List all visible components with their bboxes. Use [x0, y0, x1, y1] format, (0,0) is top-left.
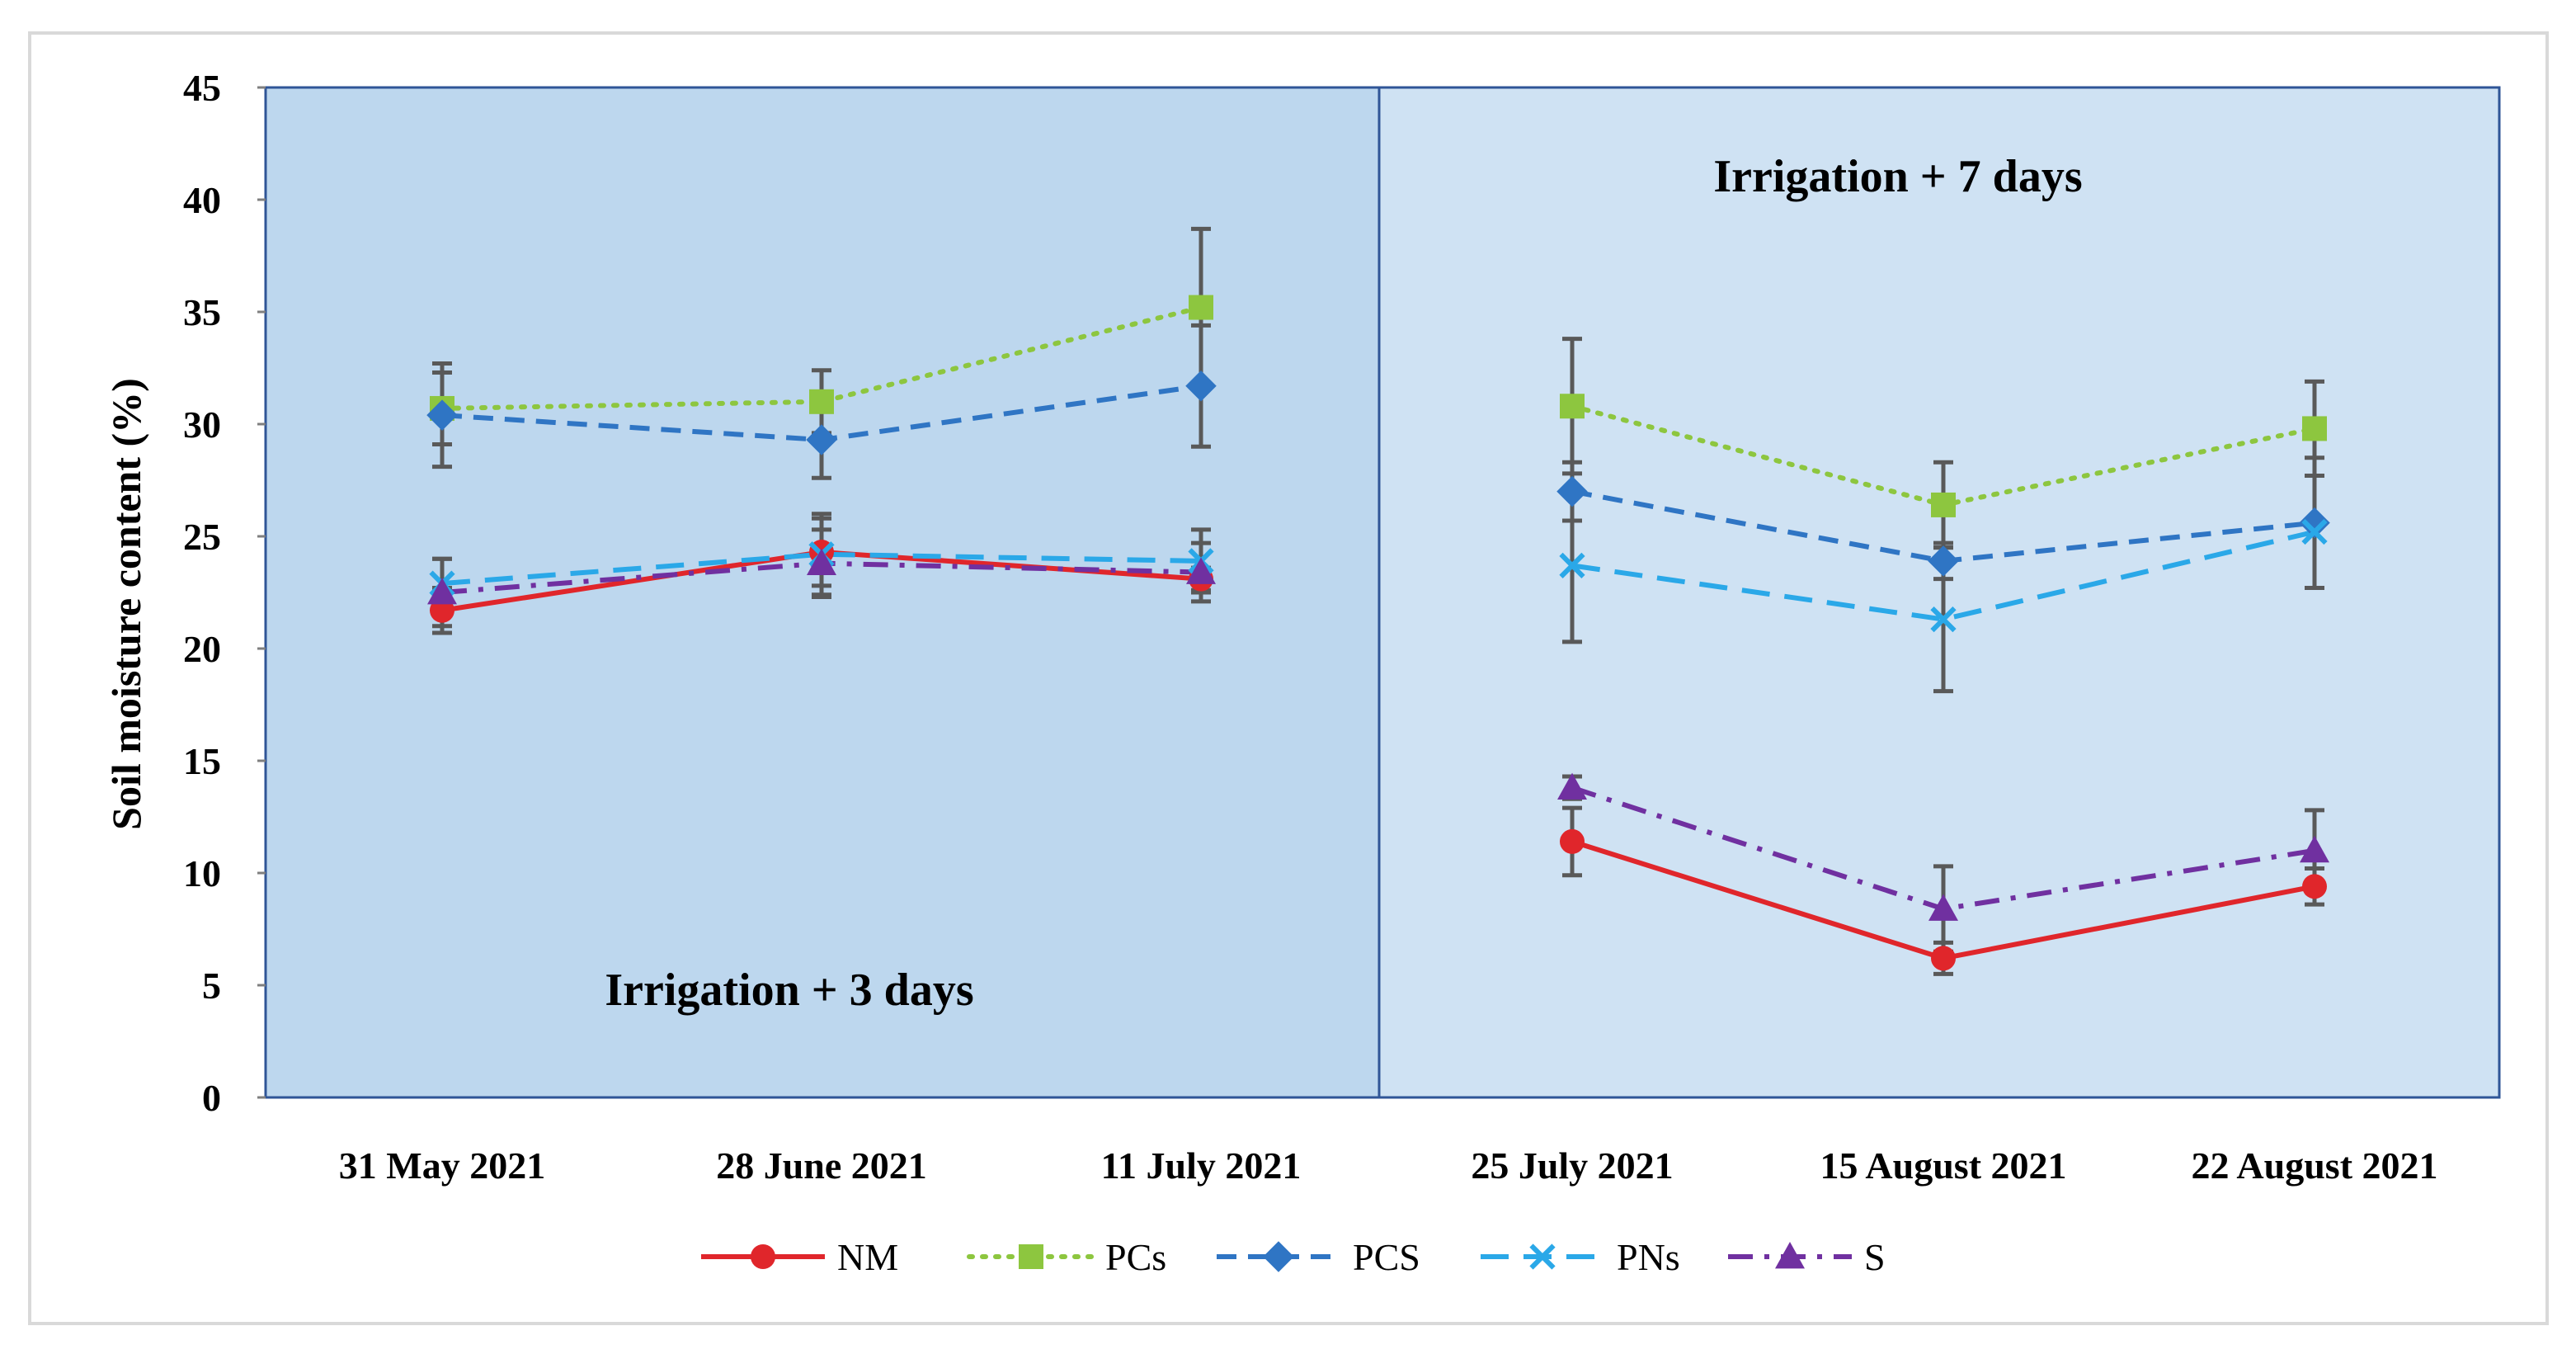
y-tick-label: 45 — [183, 67, 221, 109]
y-tick-label: 5 — [202, 965, 221, 1007]
data-point-pcs — [1185, 370, 1217, 402]
x-tick-label: 22 August 2021 — [2191, 1144, 2437, 1187]
y-tick-label: 0 — [202, 1077, 221, 1119]
panel-label-7-days: Irrigation + 7 days — [1713, 151, 2082, 202]
data-point-pcs — [2299, 507, 2330, 539]
data-point-s — [427, 578, 457, 605]
y-tick-label: 15 — [183, 740, 221, 782]
legend-label-pcs: PCs — [1105, 1236, 1166, 1278]
data-point-s — [1557, 772, 1587, 800]
series-pcs-markers — [426, 370, 2330, 577]
data-point-s — [1928, 894, 1958, 921]
data-point-s — [1186, 557, 1216, 584]
legend-label-s: S — [1864, 1236, 1886, 1278]
y-tick-label: 25 — [183, 516, 221, 558]
data-point-pns — [1559, 552, 1585, 578]
data-point-pcs — [1931, 492, 1956, 517]
x-tick-label: 28 June 2021 — [716, 1144, 927, 1187]
series-pcs-markers — [430, 295, 2327, 517]
y-axis-title: Soil moisture content (%) — [103, 378, 149, 830]
y-tick-label: 20 — [183, 628, 221, 670]
data-point-pcs — [1556, 475, 1588, 507]
legend-marker-pcs — [1019, 1244, 1043, 1269]
y-tick-label: 40 — [183, 179, 221, 221]
x-tick-label: 15 August 2021 — [1820, 1144, 2066, 1187]
panel-label-3-days: Irrigation + 3 days — [605, 965, 973, 1016]
legend-marker-pns — [1529, 1243, 1556, 1270]
y-tick-label: 10 — [183, 852, 221, 894]
data-point-pcs — [809, 389, 834, 414]
legend-marker-pcs — [1263, 1241, 1294, 1272]
data-point-s — [807, 548, 836, 576]
data-point-pcs — [1928, 545, 1959, 577]
legend-label-pcs: PCS — [1353, 1236, 1420, 1278]
data-point-pcs — [806, 424, 837, 455]
x-tick-label: 25 July 2021 — [1471, 1144, 1673, 1187]
legend-label-nm: NM — [837, 1236, 898, 1278]
plot-border — [264, 86, 2501, 1099]
x-tick-label: 11 July 2021 — [1101, 1144, 1302, 1187]
data-point-pcs — [426, 399, 458, 431]
data-point-nm — [2302, 874, 2327, 899]
data-point-pns — [2301, 518, 2328, 545]
y-tick-label: 35 — [183, 291, 221, 333]
panel-irrigation-7-days — [1379, 87, 2499, 1097]
data-point-pcs — [1189, 295, 1213, 320]
x-tick-label: 31 May 2021 — [339, 1144, 545, 1187]
y-tick-label: 30 — [183, 403, 221, 446]
legend-marker-nm — [751, 1244, 775, 1269]
data-point-s — [2300, 835, 2329, 863]
data-point-pcs — [1560, 394, 1585, 419]
legend-label-pns: PNs — [1617, 1236, 1680, 1278]
data-point-nm — [1560, 828, 1585, 854]
data-point-nm — [1931, 946, 1956, 971]
legend-marker-s — [1775, 1242, 1805, 1269]
data-point-pcs — [2302, 416, 2327, 441]
series-s-markers — [427, 548, 2329, 921]
data-point-pns — [1930, 606, 1957, 633]
